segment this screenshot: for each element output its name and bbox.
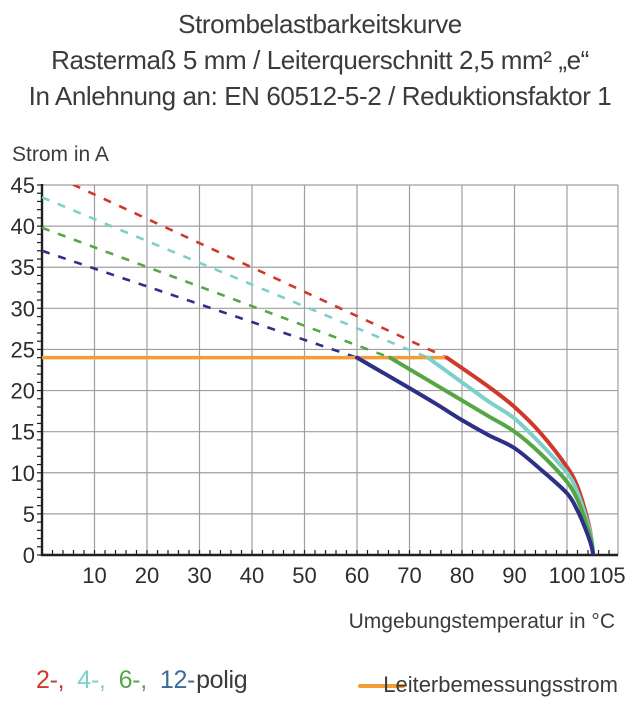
rated-current-line-swatch bbox=[358, 684, 405, 688]
y-tick-label: 45 bbox=[11, 173, 35, 198]
chart-title-line3: In Anlehnung an: EN 60512-5-2 / Reduktio… bbox=[28, 81, 612, 111]
x-tick-label: 50 bbox=[292, 563, 316, 588]
derating-dashed-12-polig bbox=[42, 249, 358, 359]
x-tick-label: 30 bbox=[187, 563, 211, 588]
y-tick-label: 0 bbox=[23, 543, 35, 568]
x-tick-label: 100 bbox=[549, 563, 586, 588]
x-tick-label: 90 bbox=[502, 563, 526, 588]
load-curve-4-polig bbox=[425, 355, 596, 555]
y-axis-title: Strom in A bbox=[12, 143, 109, 166]
legend-item-4-polig: 4-, bbox=[77, 666, 106, 694]
x-tick-label: 40 bbox=[240, 563, 264, 588]
legend-pole-suffix: polig bbox=[196, 666, 248, 694]
x-tick-label: 20 bbox=[135, 563, 159, 588]
x-tick-label: 60 bbox=[345, 563, 369, 588]
x-tick-label: 80 bbox=[450, 563, 474, 588]
legend-item-12-polig: 12- bbox=[159, 666, 196, 694]
y-tick-label: 40 bbox=[11, 214, 35, 239]
y-tick-label: 15 bbox=[11, 420, 35, 445]
y-tick-label: 5 bbox=[23, 502, 35, 527]
derating-dashed-4-polig bbox=[42, 196, 429, 359]
legend-item-6-polig: 6-, bbox=[118, 666, 148, 694]
x-axis-title: Umgebungstemperatur in °C bbox=[348, 610, 615, 633]
legend-item-2-polig: 2-, bbox=[36, 666, 65, 694]
load-curve-6-polig bbox=[388, 355, 596, 555]
chart-title-line2: Rastermaß 5 mm / Leiterquerschnitt 2,5 m… bbox=[51, 45, 589, 75]
x-tick-label: 10 bbox=[82, 563, 106, 588]
load-curve-12-polig bbox=[355, 355, 596, 555]
y-tick-label: 10 bbox=[11, 461, 35, 486]
derating-dashed-2-polig bbox=[70, 185, 448, 359]
rated-current-label: Leiterbemessungsstrom bbox=[383, 672, 618, 697]
y-tick-label: 25 bbox=[11, 337, 35, 362]
chart-title-block: Strombelastbarkeitskurve Rastermaß 5 mm … bbox=[0, 6, 640, 114]
curves-group bbox=[42, 185, 596, 555]
y-tick-label: 35 bbox=[11, 255, 35, 280]
derating-dashed-6-polig bbox=[42, 226, 391, 359]
pole-legend: 2-, 4-, 6-, 12- polig bbox=[36, 666, 248, 695]
x-tick-label: 70 bbox=[397, 563, 421, 588]
chart-title-line1: Strombelastbarkeitskurve bbox=[178, 9, 462, 39]
y-tick-label: 20 bbox=[11, 379, 35, 404]
y-tick-label: 30 bbox=[11, 296, 35, 321]
x-tick-label: 105 bbox=[589, 563, 626, 588]
